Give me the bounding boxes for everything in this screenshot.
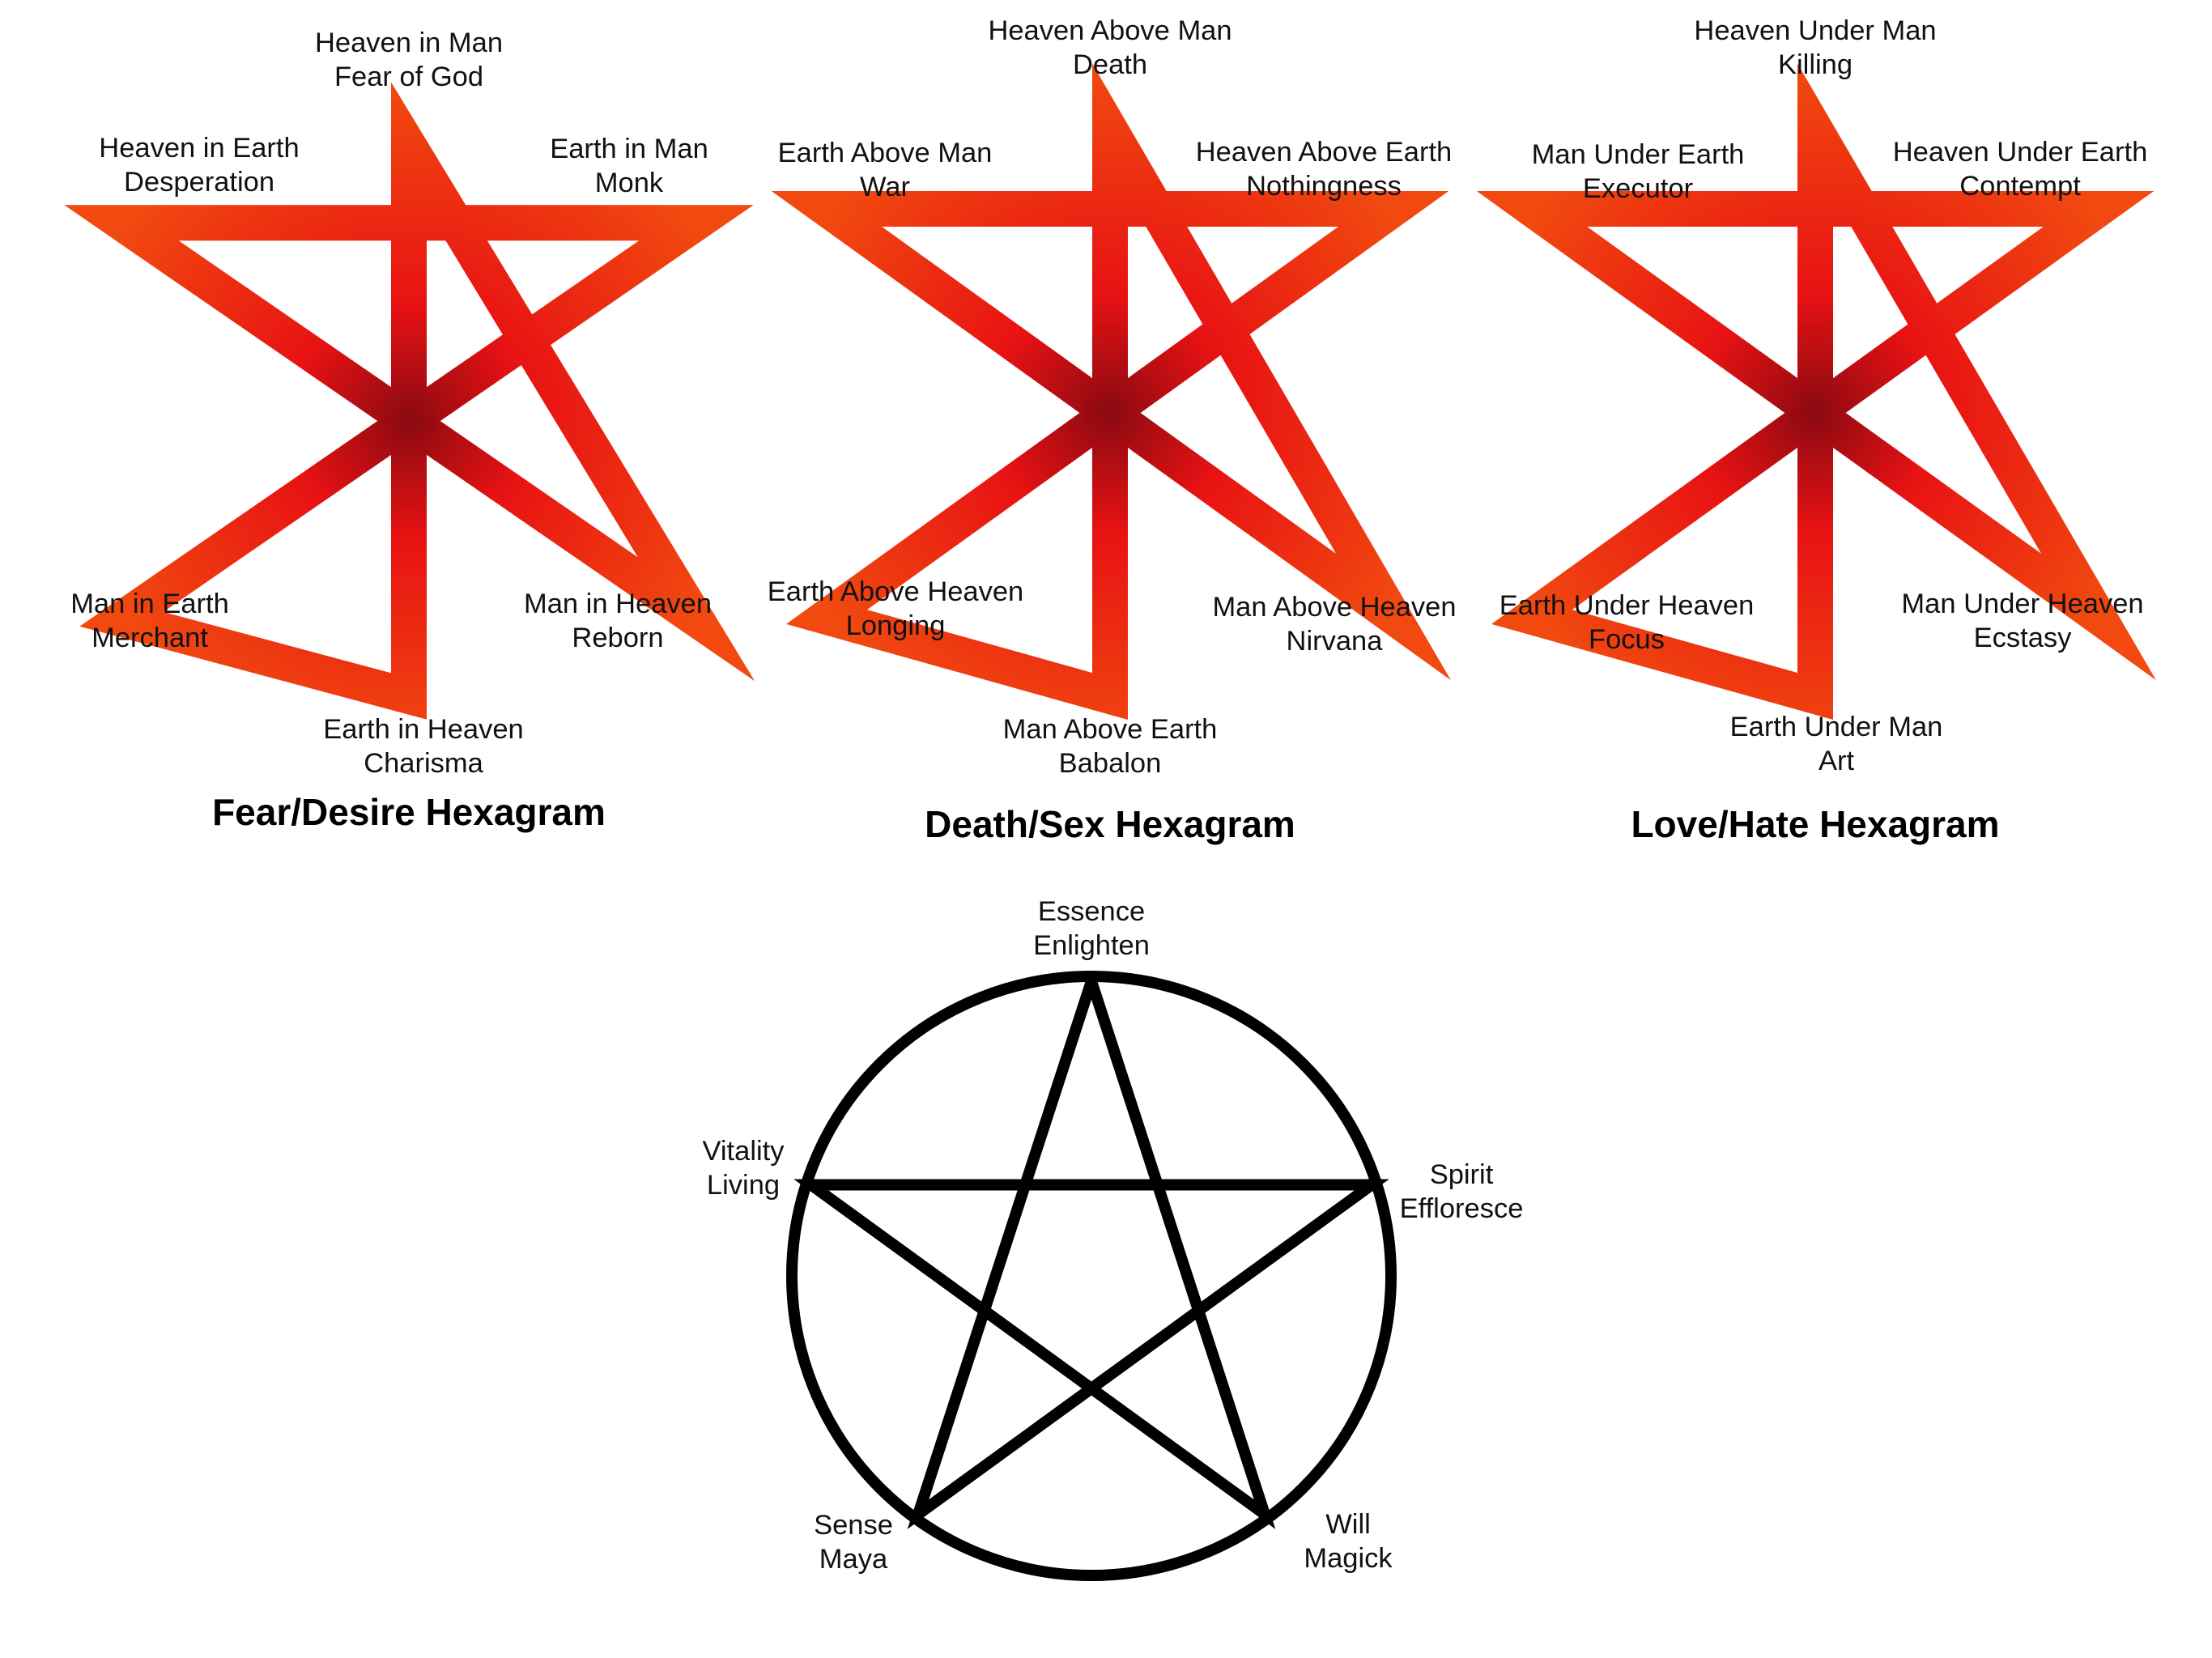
hex3-label-top-left: Man Under Earth Executor bbox=[1531, 139, 1745, 204]
hex2-label-top-right: Heaven Above Earth Nothingness bbox=[1195, 137, 1453, 202]
hex1-label-bottom-right: Man in Heaven Reborn bbox=[523, 589, 713, 653]
hex1-label-top-right: Earth in Man Monk bbox=[550, 134, 708, 198]
hex2-label-top-left: Earth Above Man War bbox=[777, 138, 993, 202]
hex1-label-bottom: Earth in Heaven Charisma bbox=[323, 714, 524, 779]
pentagram-star bbox=[793, 979, 1389, 1529]
hex1-label-bottom-left: Man in Earth Merchant bbox=[70, 589, 229, 653]
hex1-star bbox=[64, 82, 755, 720]
hex2-label-bottom: Man Above Earth Babalon bbox=[1002, 714, 1218, 779]
hex1-label-top-left: Heaven in Earth Desperation bbox=[99, 133, 300, 198]
pentagram-label-bottom-left: Sense Maya bbox=[814, 1510, 893, 1575]
hex3-title: Love/Hate Hexagram bbox=[1631, 803, 2000, 845]
hex2-label-bottom-left: Earth Above Heaven Longing bbox=[767, 576, 1024, 641]
hex3-label-bottom-right: Man Under Heaven Ecstasy bbox=[1901, 589, 2144, 653]
hex2-label-top: Heaven Above Man Death bbox=[988, 15, 1232, 80]
pentagram-circle bbox=[786, 971, 1397, 1581]
hex1-label-top: Heaven in Man Fear of God bbox=[314, 28, 504, 92]
hex3-label-bottom: Earth Under Man Art bbox=[1729, 712, 1943, 776]
hex2-star bbox=[771, 63, 1451, 721]
hex3-label-bottom-left: Earth Under Heaven Focus bbox=[1499, 590, 1755, 655]
pentagram-label-right: Spirit Effloresce bbox=[1399, 1159, 1524, 1224]
pentagram-label-left: Vitality Living bbox=[702, 1136, 785, 1201]
hex1-title: Fear/Desire Hexagram bbox=[212, 791, 606, 833]
hex2-title: Death/Sex Hexagram bbox=[925, 803, 1295, 845]
pentagram-label-top: Essence Enlighten bbox=[1033, 896, 1150, 961]
hex3-label-top-right: Heaven Under Earth Contempt bbox=[1892, 137, 2148, 202]
hex3-label-top: Heaven Under Man Killing bbox=[1694, 15, 1937, 80]
hex3-star bbox=[1476, 63, 2156, 721]
hex2-label-bottom-right: Man Above Heaven Nirvana bbox=[1212, 592, 1457, 657]
pentagram bbox=[786, 971, 1397, 1581]
pentagram-label-bottom-right: Will Magick bbox=[1304, 1509, 1393, 1574]
